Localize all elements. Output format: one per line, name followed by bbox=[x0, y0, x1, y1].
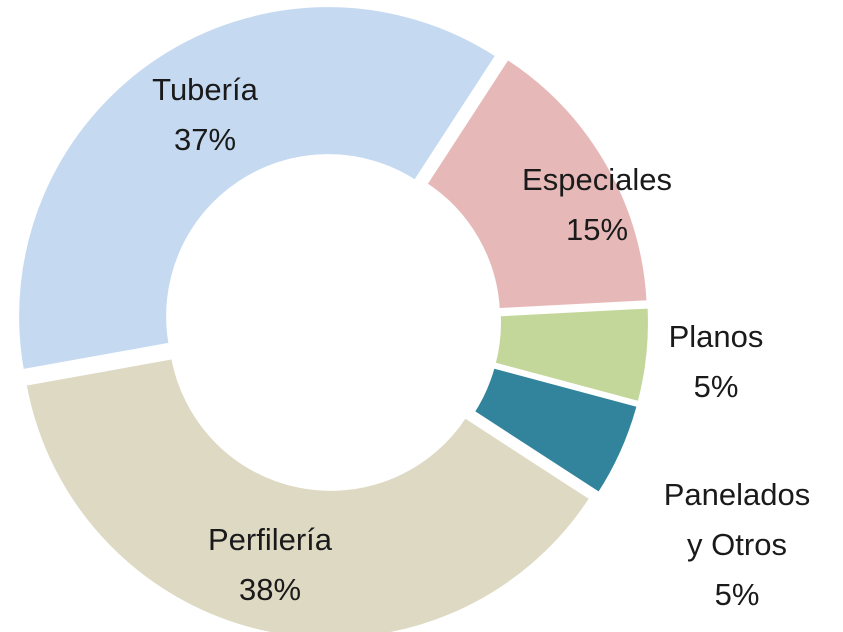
slice bbox=[15, 3, 501, 374]
slice-label: Tubería 37% bbox=[152, 65, 258, 165]
slice-value: 5% bbox=[693, 369, 739, 404]
slice-label: Perfilería 38% bbox=[208, 515, 332, 615]
slice bbox=[22, 354, 595, 632]
slice-value: 37% bbox=[173, 122, 237, 157]
slice bbox=[491, 304, 652, 406]
slice-label: Especiales 15% bbox=[522, 155, 672, 255]
slice-value: 5% bbox=[714, 577, 760, 612]
slice-name: Tubería bbox=[152, 72, 258, 107]
slice-name: Especiales bbox=[522, 162, 672, 197]
slice-name: Panelados y Otros bbox=[663, 477, 811, 562]
slice-value: 38% bbox=[238, 572, 302, 607]
slice bbox=[422, 54, 651, 313]
slice-label: Panelados y Otros 5% bbox=[660, 470, 815, 620]
slice-name: Perfilería bbox=[207, 522, 333, 557]
slice bbox=[469, 363, 642, 497]
slice-label: Planos 5% bbox=[669, 312, 764, 412]
slice-name: Planos bbox=[668, 319, 764, 354]
slice-value: 15% bbox=[565, 212, 629, 247]
